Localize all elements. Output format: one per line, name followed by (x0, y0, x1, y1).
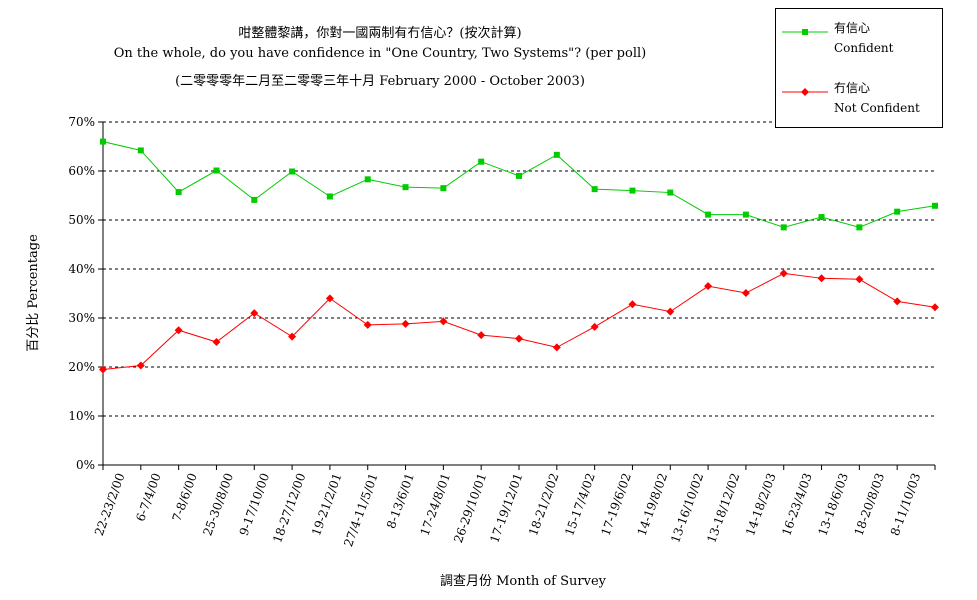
x-tick-label: 8-13/6/01 (384, 471, 417, 530)
x-tick-label: 8-11/10/03 (888, 471, 924, 537)
x-tick-label: 22-23/2/00 (92, 471, 128, 537)
x-tick-label: 25-30/8/00 (200, 471, 236, 537)
point-confident (932, 202, 938, 209)
point-confident (213, 167, 220, 174)
point-confident (440, 185, 447, 192)
y-axis-label: 百分比 Percentage (26, 234, 41, 352)
point-confident (326, 193, 333, 200)
point-not-confident (477, 331, 486, 340)
point-confident (516, 172, 522, 179)
point-not-confident (628, 300, 637, 309)
axes (102, 122, 936, 470)
x-tick-label: 26-29/10/01 (451, 471, 489, 545)
x-tick-label: 15-17/4/02 (562, 471, 598, 537)
point-confident (251, 196, 258, 203)
point-confident (894, 208, 901, 215)
chart-subtitle-date-range: (二零零零年二月至二零零三年十月 February 2000 - October… (175, 74, 585, 89)
x-tick-label: 7-8/6/00 (170, 471, 200, 523)
y-tick-label: 30% (68, 311, 95, 325)
y-tick-label: 10% (68, 409, 95, 423)
point-not-confident (590, 322, 599, 331)
y-tick-label: 60% (68, 164, 95, 178)
y-tick-label: 40% (68, 262, 95, 276)
point-not-confident (552, 343, 561, 352)
point-not-confident (817, 274, 826, 283)
x-tick-label: 16-23/4/03 (779, 471, 815, 537)
point-confident (553, 151, 560, 158)
point-confident (591, 186, 598, 193)
point-confident (175, 189, 182, 196)
x-tick-label: 6-7/4/00 (133, 471, 163, 523)
point-not-confident (704, 282, 713, 291)
point-not-confident (250, 309, 259, 318)
point-confident (364, 176, 371, 183)
point-not-confident (666, 307, 675, 316)
y-tick-label: 50% (68, 213, 95, 227)
point-not-confident (401, 319, 410, 328)
point-not-confident (855, 275, 864, 284)
x-tick-label: 14-18/2/03 (743, 471, 779, 537)
point-not-confident (779, 269, 788, 278)
x-tick-label: 18-21/2/02 (526, 471, 562, 537)
point-not-confident (288, 332, 297, 341)
point-confident (705, 211, 712, 218)
legend-label-not-confident-en: Not Confident (834, 101, 920, 115)
point-confident (137, 147, 144, 154)
point-confident (289, 168, 296, 175)
legend: 有信心 Confident 冇信心 Not Confident (775, 8, 943, 128)
chart-title: 咁整體黎講，你對一國兩制有冇信心？(按次計算) (238, 26, 522, 41)
point-not-confident (893, 297, 902, 306)
x-tick-label: 17-19/6/02 (598, 471, 634, 537)
point-not-confident (363, 320, 372, 329)
point-confident (780, 224, 787, 231)
point-confident (856, 224, 863, 231)
legend-label-confident-en: Confident (834, 41, 894, 55)
point-not-confident (439, 317, 448, 326)
series-group (99, 138, 939, 374)
y-tick-label: 0% (76, 458, 95, 472)
y-tick-label: 70% (68, 115, 95, 129)
gridlines (98, 121, 935, 466)
point-confident (818, 214, 825, 221)
y-tick-labels: 0% 10% 20% 30% 40% 50% 60% 70% (68, 115, 95, 472)
x-tick-label: 13-18/12/02 (704, 471, 742, 545)
point-confident (667, 189, 674, 196)
point-confident (478, 158, 485, 165)
x-axis-label: 調查月份 Month of Survey (440, 574, 607, 589)
point-not-confident (325, 294, 334, 303)
x-tick-label: 17-24/8/01 (417, 471, 453, 537)
point-confident (742, 211, 749, 218)
point-not-confident (212, 338, 221, 347)
point-not-confident (931, 303, 939, 312)
x-tick-label: 18-20/8/03 (852, 471, 888, 537)
y-tick-label: 20% (68, 360, 95, 374)
x-tick-label: 27/4-11/5/01 (341, 471, 381, 548)
point-not-confident (136, 361, 145, 370)
point-not-confident (741, 289, 750, 298)
x-tick-label: 14-19/8/02 (635, 471, 671, 537)
x-tick-label: 13-16/10/02 (668, 471, 706, 545)
point-confident (100, 138, 106, 145)
x-tick-label: 17-19/12/01 (487, 471, 525, 545)
x-tick-label: 19-21/2/01 (309, 471, 345, 537)
legend-swatch-confident (782, 29, 828, 35)
point-not-confident (515, 334, 523, 343)
point-not-confident (174, 326, 183, 335)
point-confident (629, 187, 636, 194)
legend-label-not-confident-zh: 冇信心 (834, 81, 871, 95)
legend-label-confident-zh: 有信心 (834, 21, 871, 35)
legend-swatch-not-confident (782, 88, 828, 96)
point-confident (402, 184, 409, 191)
chart-subtitle: On the whole, do you have confidence in … (113, 46, 647, 61)
x-tick-label: 9-17/10/00 (237, 471, 273, 537)
x-tick-label: 13-18/6/03 (815, 471, 851, 537)
point-not-confident (99, 365, 107, 374)
plot-area (103, 122, 935, 465)
x-tick-label: 18-27/12/00 (270, 471, 308, 545)
x-tick-labels: 22-23/2/00 6-7/4/00 7-8/6/00 25-30/8/00 9-17… (92, 471, 923, 548)
